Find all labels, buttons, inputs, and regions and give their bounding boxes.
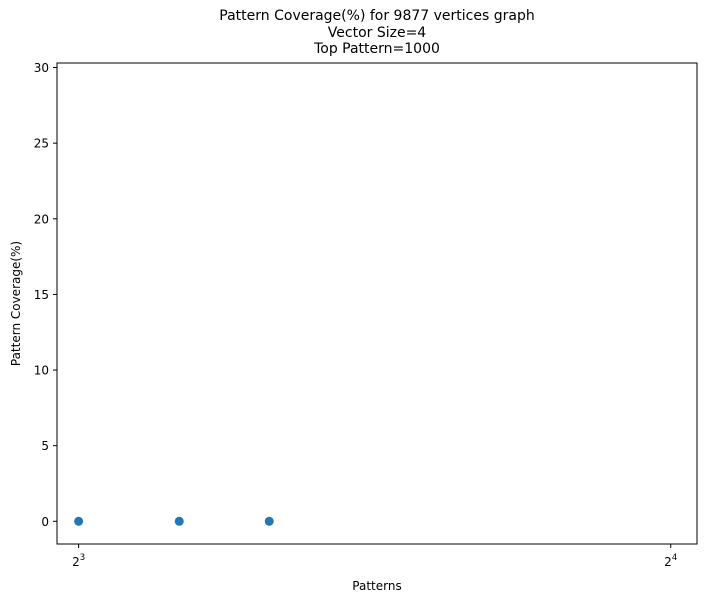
y-tick-label: 20: [34, 212, 49, 226]
chart-subtitle-top-pattern: Top Pattern=1000: [314, 41, 440, 57]
x-tick-label: 23: [72, 553, 85, 569]
x-tick-label: 24: [664, 553, 677, 569]
scatter-point: [174, 516, 184, 526]
y-tick-label: 25: [34, 137, 49, 151]
chart-title: Pattern Coverage(%) for 9877 vertices gr…: [219, 8, 535, 24]
chart-subtitle-vector-size: Vector Size=4: [327, 24, 427, 41]
scatter-points: [74, 516, 274, 526]
y-tick-label: 30: [34, 61, 49, 75]
y-tick-label: 15: [34, 288, 49, 302]
y-tick-label: 10: [34, 364, 49, 378]
scatter-point: [74, 516, 84, 526]
x-axis-label: Patterns: [352, 579, 401, 593]
x-axis-ticks: 23 24: [72, 544, 677, 569]
y-axis-ticks: 0 5 10 15 20 25 30: [34, 61, 57, 529]
chart-title-block: Pattern Coverage(%) for 9877 vertices gr…: [57, 8, 697, 58]
y-axis-label: Pattern Coverage(%): [9, 241, 23, 366]
scatter-point: [264, 516, 274, 526]
y-tick-label: 5: [41, 439, 49, 453]
y-tick-label: 0: [41, 515, 49, 529]
plot-area-frame: [56, 62, 698, 545]
